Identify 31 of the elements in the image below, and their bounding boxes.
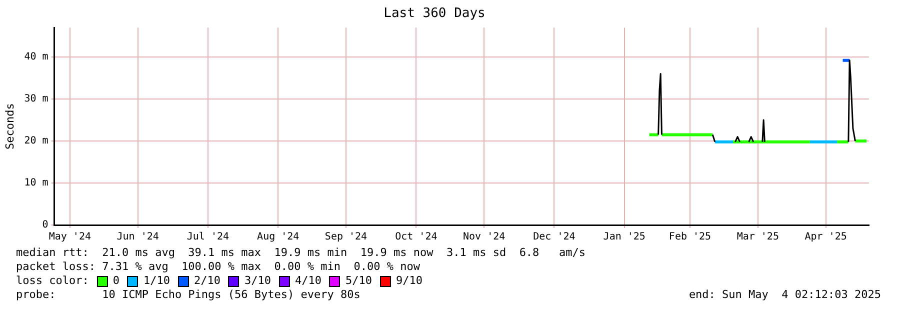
y-tick-label: 20 m	[24, 136, 48, 147]
legend-label: 5/10	[345, 274, 372, 288]
legend-label: 0	[112, 274, 120, 288]
y-tick-label: 10 m	[24, 178, 48, 189]
x-tick-label: Aug '24	[257, 232, 300, 243]
x-tick-label: May '24	[48, 232, 91, 243]
y-tick-label: 30 m	[24, 94, 48, 105]
x-tick-label: Jan '25	[603, 232, 646, 243]
text: probe: 10 ICMP Echo Pings (56 Bytes) every 80s	[16, 288, 360, 302]
legend-label: 1/10	[143, 274, 170, 288]
legend-label: 9/10	[396, 274, 422, 288]
chart-title: Last 360 Days	[384, 6, 486, 22]
x-tick-label: Jul '24	[186, 232, 230, 243]
legend-label: 2/10	[194, 274, 220, 288]
y-tick-label: 0	[42, 220, 48, 231]
x-tick-label: Feb '25	[668, 232, 712, 243]
y-tick-label: 40 m	[24, 52, 48, 63]
x-tick-label: Sep '24	[324, 232, 368, 243]
legend-label: 4/10	[294, 274, 322, 288]
text: packet loss: 7.31 % avg 100.00 % max 0.00 % min 0.00 % now	[15, 260, 421, 274]
x-tick-label: Mar '25	[736, 232, 779, 243]
x-tick-label: Apr '25	[804, 232, 847, 243]
y-axis-title: Seconds	[3, 103, 16, 150]
x-tick-label: Nov '24	[462, 232, 506, 243]
text: median rtt: 21.0 ms avg 39.1 ms max 19.9 ms min 19.9 ms now 3.1 ms sd 6.8 am/s	[15, 246, 587, 260]
text: end: Sun May 4 02:12:03 2025	[688, 288, 881, 302]
legend-title: loss color:	[16, 274, 89, 288]
x-tick-label: Dec '24	[533, 232, 576, 243]
x-tick-label: Jun '24	[116, 232, 159, 243]
x-tick-label: Oct '24	[395, 232, 438, 243]
legend-label: 3/10	[244, 274, 271, 288]
